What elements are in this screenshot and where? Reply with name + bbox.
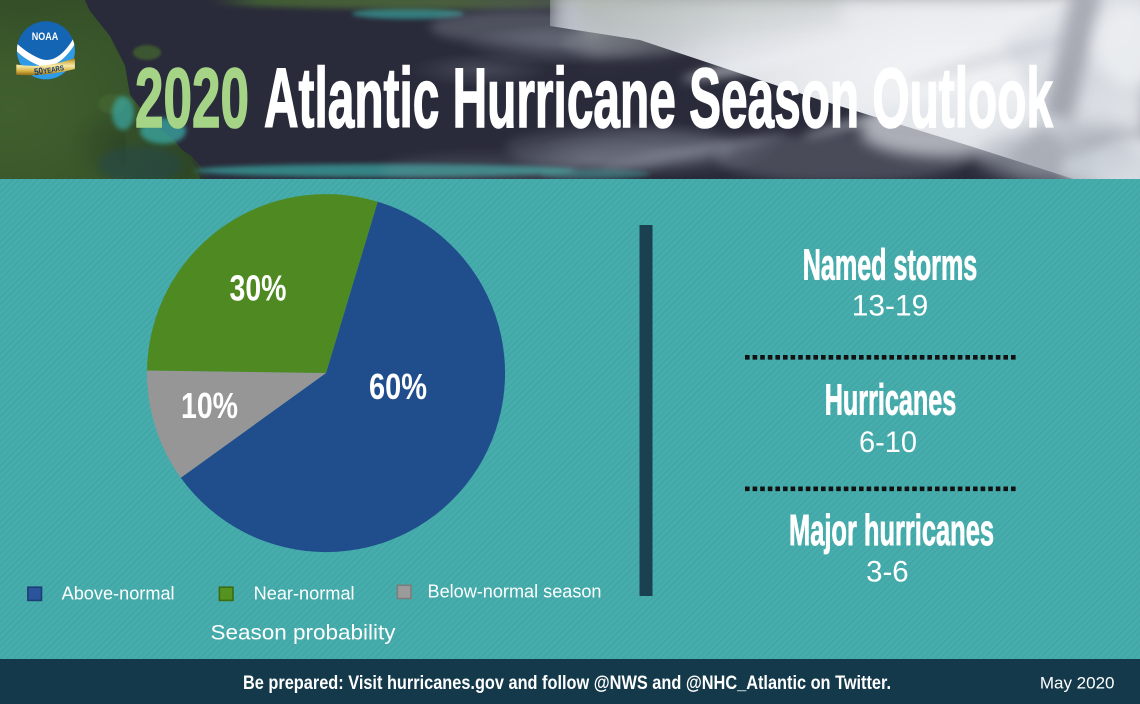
svg-text:Atlantic Hurricane Season Outl: Atlantic Hurricane Season Outlook: [264, 51, 1053, 145]
svg-text:Named storms: Named storms: [803, 242, 978, 290]
svg-text:30%: 30%: [230, 268, 287, 309]
svg-text:2020: 2020: [135, 51, 249, 145]
svg-text:Above-normal: Above-normal: [62, 584, 175, 604]
svg-text:Major hurricanes: Major hurricanes: [789, 507, 994, 555]
svg-text:10%: 10%: [181, 385, 238, 426]
svg-text:Be prepared: Visit hurricanes.: Be prepared: Visit hurricanes.gov and fo…: [243, 673, 891, 694]
svg-text:May 2020: May 2020: [1040, 674, 1115, 693]
svg-text:3-6: 3-6: [866, 556, 909, 589]
svg-text:Season probability: Season probability: [211, 621, 396, 645]
svg-text:Below-normal season: Below-normal season: [428, 582, 602, 602]
svg-text:60%: 60%: [369, 366, 427, 407]
svg-text:6-10: 6-10: [859, 426, 917, 459]
svg-text:Hurricanes: Hurricanes: [825, 377, 957, 425]
svg-text:Near-normal: Near-normal: [254, 584, 355, 604]
svg-text:13-19: 13-19: [852, 290, 929, 323]
svg-text:NOAA: NOAA: [32, 31, 59, 43]
